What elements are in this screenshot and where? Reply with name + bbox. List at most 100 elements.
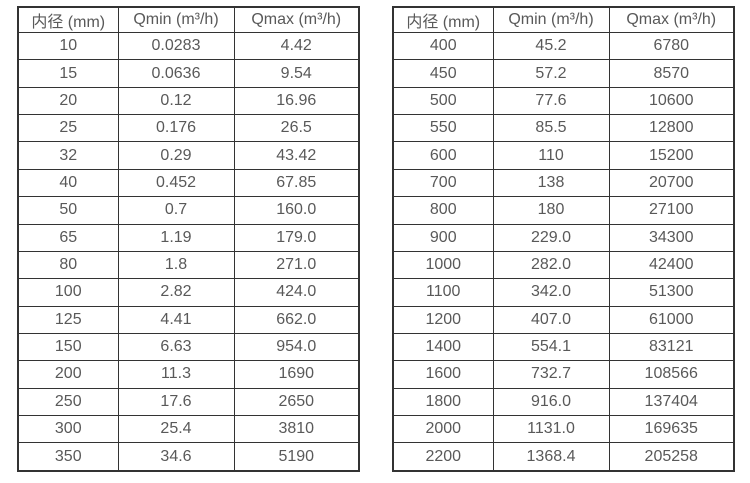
table-row: 2200 1368.4 205258: [392, 442, 735, 472]
table-cell: 8570: [608, 59, 735, 88]
table-cell: 600: [392, 141, 494, 170]
table-cell: 77.6: [492, 86, 610, 116]
table-cell: 137404: [608, 387, 735, 417]
table-cell: 11.3: [117, 360, 235, 389]
header-row: 内径 (mm) Qmin (m³/h) Qmax (m³/h): [17, 6, 360, 33]
table-row: 600 110 15200: [392, 141, 735, 170]
table-cell: 342.0: [492, 278, 610, 307]
table-row: 2000 1131.0 169635: [392, 415, 735, 444]
table-cell: 400: [392, 31, 494, 61]
table-cell: 45.2: [492, 31, 610, 61]
table-row: 125 4.41 662.0: [17, 305, 360, 334]
table-cell: 3810: [233, 415, 360, 444]
column-header: 内径 (mm): [17, 6, 119, 33]
table-cell: 662.0: [233, 305, 360, 334]
table-cell: 0.0283: [117, 31, 235, 61]
table-cell: 61000: [608, 305, 735, 334]
table-cell: 732.7: [492, 360, 610, 389]
table-row: 65 1.19 179.0: [17, 223, 360, 252]
table-cell: 110: [492, 141, 610, 170]
table-cell: 10: [17, 31, 119, 61]
table-row: 1800 916.0 137404: [392, 387, 735, 417]
table-cell: 1000: [392, 250, 494, 280]
table-row: 500 77.6 10600: [392, 86, 735, 116]
table-row: 100 2.82 424.0: [17, 278, 360, 307]
table-body: 10 0.0283 4.42 15 0.0636 9.54 20 0.12 16.96 25 0.1…: [17, 31, 360, 472]
table-cell: 424.0: [233, 278, 360, 307]
table-row: 1400 554.1 83121: [392, 332, 735, 362]
table-cell: 57.2: [492, 59, 610, 88]
table-row: 20 0.12 16.96: [17, 86, 360, 116]
table-cell: 100: [17, 278, 119, 307]
table-cell: 500: [392, 86, 494, 116]
table-cell: 5190: [233, 442, 360, 472]
column-header: 内径 (mm): [392, 6, 494, 33]
table-cell: 160.0: [233, 196, 360, 225]
table-row: 900 229.0 34300: [392, 223, 735, 252]
column-header: Qmax (m³/h): [233, 6, 360, 33]
table-cell: 1.8: [117, 250, 235, 280]
table-cell: 229.0: [492, 223, 610, 252]
table-cell: 179.0: [233, 223, 360, 252]
table-cell: 1800: [392, 387, 494, 417]
table-cell: 2650: [233, 387, 360, 417]
table-cell: 0.29: [117, 141, 235, 170]
table-cell: 1100: [392, 278, 494, 307]
table-header: 内径 (mm) Qmin (m³/h) Qmax (m³/h): [17, 6, 360, 33]
table-cell: 50: [17, 196, 119, 225]
table-row: 350 34.6 5190: [17, 442, 360, 472]
table-row: 300 25.4 3810: [17, 415, 360, 444]
table-cell: 34300: [608, 223, 735, 252]
table-row: 1200 407.0 61000: [392, 305, 735, 334]
table-cell: 4.41: [117, 305, 235, 334]
table-cell: 67.85: [233, 168, 360, 198]
table-row: 80 1.8 271.0: [17, 250, 360, 280]
table-cell: 20700: [608, 168, 735, 198]
table-row: 250 17.6 2650: [17, 387, 360, 417]
table-cell: 450: [392, 59, 494, 88]
table-cell: 282.0: [492, 250, 610, 280]
table-cell: 2000: [392, 415, 494, 444]
flow-table-small-diameters: 内径 (mm) Qmin (m³/h) Qmax (m³/h) 10 0.0283 4.…: [17, 6, 360, 472]
table-cell: 350: [17, 442, 119, 472]
flow-table-large-diameters: 内径 (mm) Qmin (m³/h) Qmax (m³/h) 400 45.2 678…: [392, 6, 735, 472]
table-row: 800 180 27100: [392, 196, 735, 225]
table-row: 32 0.29 43.42: [17, 141, 360, 170]
table-cell: 6.63: [117, 332, 235, 362]
table-cell: 200: [17, 360, 119, 389]
table-cell: 27100: [608, 196, 735, 225]
table-cell: 0.7: [117, 196, 235, 225]
table-cell: 1.19: [117, 223, 235, 252]
table-row: 700 138 20700: [392, 168, 735, 198]
table-cell: 80: [17, 250, 119, 280]
table-cell: 0.176: [117, 114, 235, 143]
table-cell: 83121: [608, 332, 735, 362]
table-row: 1100 342.0 51300: [392, 278, 735, 307]
table-cell: 150: [17, 332, 119, 362]
table-cell: 700: [392, 168, 494, 198]
table-cell: 9.54: [233, 59, 360, 88]
table-row: 450 57.2 8570: [392, 59, 735, 88]
table-cell: 32: [17, 141, 119, 170]
table-cell: 205258: [608, 442, 735, 472]
table-cell: 900: [392, 223, 494, 252]
table-cell: 916.0: [492, 387, 610, 417]
table-row: 200 11.3 1690: [17, 360, 360, 389]
table-cell: 0.452: [117, 168, 235, 198]
table-cell: 25: [17, 114, 119, 143]
table-cell: 16.96: [233, 86, 360, 116]
table-cell: 65: [17, 223, 119, 252]
column-header: Qmin (m³/h): [492, 6, 610, 33]
table-cell: 138: [492, 168, 610, 198]
table-row: 15 0.0636 9.54: [17, 59, 360, 88]
table-header: 内径 (mm) Qmin (m³/h) Qmax (m³/h): [392, 6, 735, 33]
table-row: 400 45.2 6780: [392, 31, 735, 61]
table-cell: 15200: [608, 141, 735, 170]
table-cell: 800: [392, 196, 494, 225]
table-cell: 554.1: [492, 332, 610, 362]
table-cell: 6780: [608, 31, 735, 61]
table-cell: 250: [17, 387, 119, 417]
table-cell: 0.12: [117, 86, 235, 116]
table-cell: 15: [17, 59, 119, 88]
